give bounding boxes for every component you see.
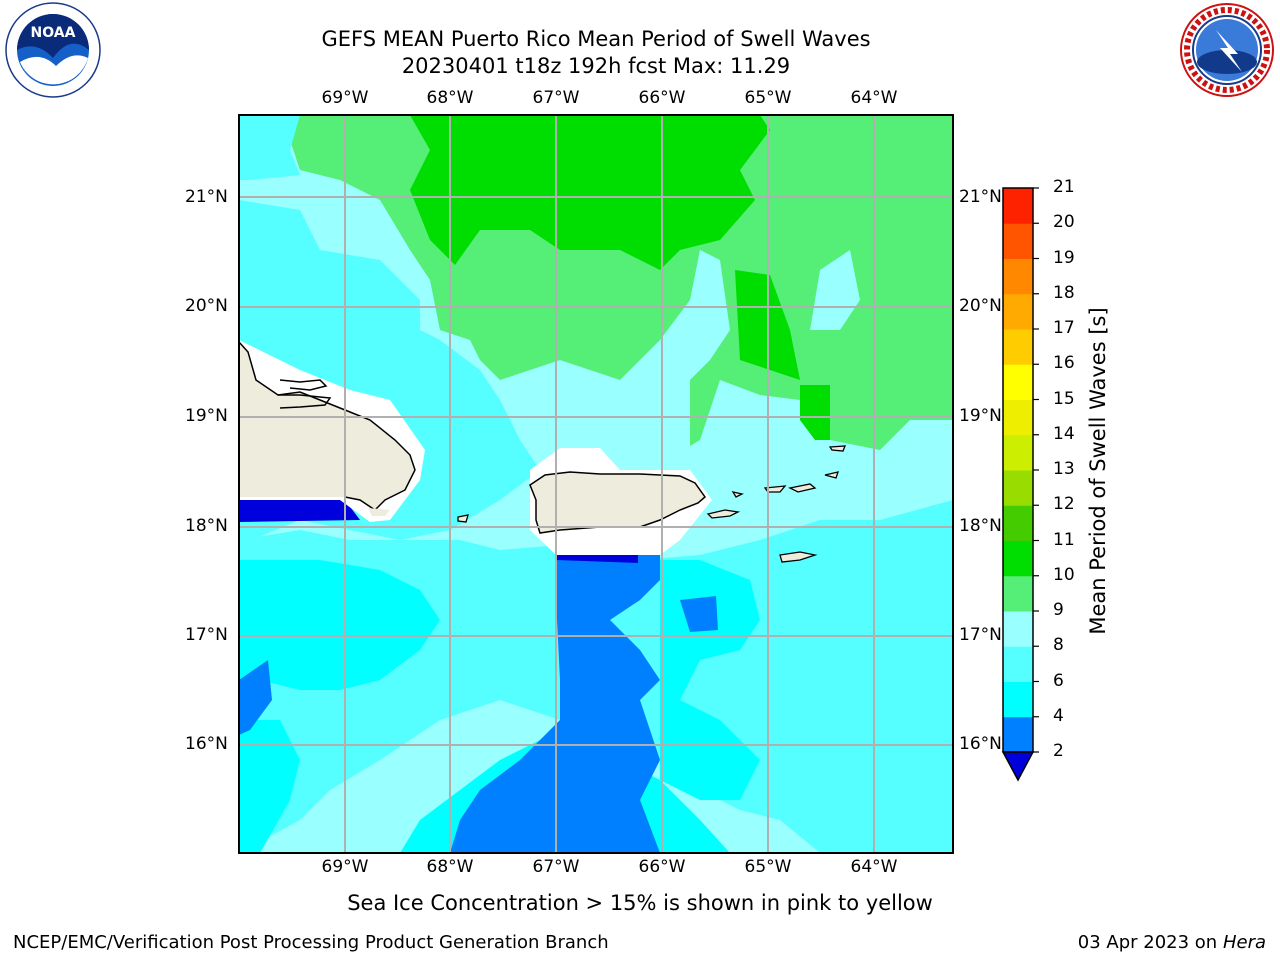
colorbar-swatch bbox=[1003, 716, 1033, 753]
colorbar-tick-label: 6 bbox=[1053, 670, 1064, 691]
lon-label-top: 66°W bbox=[638, 88, 686, 108]
colorbar-tick-label: 14 bbox=[1053, 423, 1075, 444]
land-island bbox=[779, 551, 818, 563]
colorbar-tick-label: 9 bbox=[1053, 600, 1064, 620]
land-island bbox=[788, 483, 817, 493]
lon-label-bottom: 68°W bbox=[426, 857, 474, 877]
footer-host: Hera bbox=[1222, 932, 1266, 953]
lat-label-left: 21°N bbox=[185, 187, 228, 207]
colorbar-tick-label: 15 bbox=[1053, 388, 1075, 409]
noaa-logo: NOAA bbox=[5, 2, 101, 98]
colorbar-tick-label: 19 bbox=[1053, 247, 1075, 268]
colorbar-tick-label: 4 bbox=[1053, 705, 1064, 726]
lat-label-left: 20°N bbox=[185, 296, 228, 316]
colorbar-swatch bbox=[1003, 611, 1033, 647]
colorbar-swatch bbox=[1003, 364, 1033, 400]
land-island bbox=[824, 471, 839, 479]
lat-label-left: 17°N bbox=[185, 625, 228, 645]
map-subtitle: 20230401 t18z 192h fcst Max: 11.29 bbox=[401, 54, 791, 78]
lat-label-right: 19°N bbox=[959, 406, 1002, 426]
map-frame bbox=[238, 114, 954, 854]
contour-4-6s bbox=[239, 720, 300, 853]
colorbar-swatch bbox=[1003, 434, 1033, 471]
lon-label-bottom: 67°W bbox=[532, 857, 580, 877]
land-island bbox=[457, 514, 469, 523]
contour-4-6s bbox=[239, 610, 280, 680]
footer-date: 03 Apr 2023 on bbox=[1077, 932, 1223, 953]
contour-8-9s bbox=[810, 250, 860, 330]
colorbar-tick-label: 17 bbox=[1053, 318, 1075, 338]
lat-label-right: 21°N bbox=[959, 187, 1002, 207]
coastline bbox=[238, 341, 416, 511]
colorbar-swatch bbox=[1003, 293, 1033, 330]
land-island bbox=[828, 445, 846, 452]
contour-8-9s bbox=[500, 250, 730, 475]
contour-below-2s bbox=[556, 553, 638, 563]
colorbar-swatch bbox=[1003, 540, 1033, 577]
colorbar-swatch bbox=[1003, 681, 1033, 718]
lat-label-left: 19°N bbox=[185, 406, 228, 426]
lon-label-bottom: 64°W bbox=[850, 857, 898, 877]
contour-10-11s bbox=[410, 115, 770, 270]
colorbar-tick-label: 10 bbox=[1053, 564, 1075, 585]
sea-ice-note: Sea Ice Concentration > 15% is shown in … bbox=[347, 891, 933, 915]
footer-left: NCEP/EMC/Verification Post Processing Pr… bbox=[13, 932, 609, 953]
colorbar-tick-label: 11 bbox=[1053, 529, 1075, 550]
colorbar-tick-label: 13 bbox=[1053, 459, 1075, 479]
lat-label-right: 17°N bbox=[959, 625, 1002, 645]
lon-label-top: 69°W bbox=[321, 88, 369, 108]
colorbar-swatch bbox=[1003, 646, 1033, 682]
contour-2-4s bbox=[450, 555, 660, 853]
lat-label-right: 18°N bbox=[959, 516, 1002, 536]
coastline bbox=[278, 394, 332, 409]
lon-label-top: 68°W bbox=[426, 88, 474, 108]
colorbar-tick-label: 8 bbox=[1053, 635, 1064, 656]
lat-label-left: 18°N bbox=[185, 516, 228, 536]
colorbar-swatch bbox=[1003, 470, 1033, 506]
colorbar-swatch bbox=[1003, 505, 1033, 541]
colorbar-under-arrow bbox=[1001, 751, 1035, 782]
lon-label-top: 64°W bbox=[850, 88, 898, 108]
colorbar-swatch bbox=[1003, 575, 1033, 612]
colorbar-swatch bbox=[1003, 223, 1033, 259]
colorbar-tick-label: 20 bbox=[1053, 212, 1075, 233]
lon-label-top: 65°W bbox=[744, 88, 792, 108]
lon-label-bottom: 69°W bbox=[321, 857, 369, 877]
colorbar-tick-label: 2 bbox=[1053, 741, 1064, 761]
contour-4-6s bbox=[239, 560, 440, 700]
contour-10-11s bbox=[800, 385, 830, 440]
coastline bbox=[279, 379, 328, 391]
contour-2-4s bbox=[680, 596, 718, 632]
lon-label-top: 67°W bbox=[532, 88, 580, 108]
colorbar-tick-label: 21 bbox=[1053, 177, 1075, 197]
lon-label-bottom: 66°W bbox=[638, 857, 686, 877]
map-title: GEFS MEAN Puerto Rico Mean Period of Swe… bbox=[321, 27, 871, 51]
contour-below-2s bbox=[239, 500, 360, 522]
colorbar-swatch bbox=[1003, 188, 1033, 224]
nws-logo bbox=[1180, 3, 1274, 97]
colorbar-swatch bbox=[1003, 258, 1033, 295]
colorbar-tick-label: 12 bbox=[1053, 494, 1075, 515]
colorbar-tick-label: 16 bbox=[1053, 353, 1075, 374]
colorbar-title: Mean Period of Swell Waves [s] bbox=[1086, 307, 1110, 635]
coastline bbox=[529, 471, 707, 534]
land-island bbox=[368, 508, 390, 516]
contour-2-4s bbox=[239, 660, 272, 735]
colorbar-tick-label: 18 bbox=[1053, 282, 1075, 303]
footer-right: 03 Apr 2023 on Hera bbox=[1078, 932, 1266, 953]
colorbar-swatch bbox=[1003, 329, 1033, 365]
land-hispaniola bbox=[239, 342, 415, 510]
svg-text:NOAA: NOAA bbox=[31, 25, 76, 41]
lat-label-right: 20°N bbox=[959, 296, 1002, 316]
lat-label-right: 16°N bbox=[959, 734, 1002, 754]
lat-label-left: 16°N bbox=[185, 734, 228, 754]
land-island bbox=[706, 509, 741, 519]
colorbar-swatch bbox=[1003, 399, 1033, 436]
lon-label-bottom: 65°W bbox=[744, 857, 792, 877]
land-island bbox=[731, 491, 744, 498]
contour-4-6s bbox=[660, 560, 760, 800]
contour-6-8s bbox=[239, 115, 300, 180]
